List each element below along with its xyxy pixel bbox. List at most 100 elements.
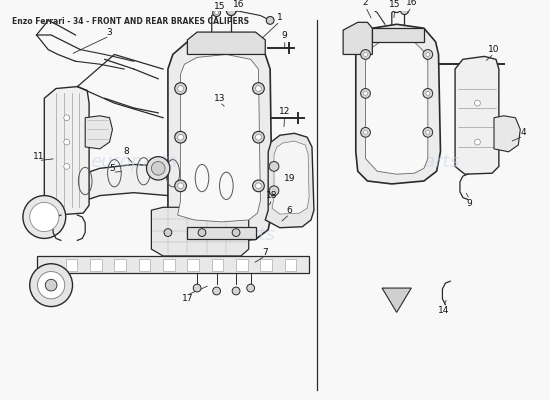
Circle shape [232,287,240,295]
Text: europarts: europarts [90,152,177,170]
Circle shape [256,183,261,189]
Text: 17: 17 [182,294,193,303]
Polygon shape [45,86,89,215]
Circle shape [146,157,170,180]
Text: europarts: europarts [373,152,460,170]
Polygon shape [163,38,272,242]
Polygon shape [178,54,260,222]
Polygon shape [188,227,256,239]
Polygon shape [285,259,296,270]
Circle shape [175,131,186,143]
Text: 9: 9 [282,32,288,40]
Circle shape [178,86,184,92]
Text: 8: 8 [123,147,129,156]
Circle shape [393,5,400,13]
Text: 5: 5 [109,164,116,173]
Text: europarts: europarts [188,226,274,244]
Polygon shape [85,116,112,149]
Circle shape [361,50,370,59]
Circle shape [252,180,265,192]
Polygon shape [36,164,270,230]
Circle shape [64,115,70,121]
Polygon shape [163,259,175,270]
Circle shape [30,202,59,232]
Circle shape [37,272,65,299]
Polygon shape [382,288,411,312]
Circle shape [256,86,261,92]
Text: 13: 13 [214,94,226,103]
Text: 18: 18 [266,191,278,200]
Circle shape [45,279,57,291]
Circle shape [232,229,240,236]
Circle shape [364,130,367,134]
Circle shape [227,6,236,16]
Circle shape [400,7,408,14]
Polygon shape [260,259,272,270]
Text: 15: 15 [389,0,400,9]
Circle shape [423,128,433,137]
Polygon shape [114,259,126,270]
Circle shape [214,11,218,14]
Text: 4: 4 [520,128,526,137]
Circle shape [475,100,480,106]
Polygon shape [265,133,314,228]
Polygon shape [188,259,199,270]
Circle shape [151,162,165,175]
Polygon shape [151,207,249,256]
Circle shape [247,284,255,292]
Text: 1: 1 [277,13,283,22]
Polygon shape [66,259,78,270]
Text: Enzo Ferrari - 34 - FRONT AND REAR BRAKES CALIPERS: Enzo Ferrari - 34 - FRONT AND REAR BRAKE… [12,18,249,26]
Circle shape [30,264,73,306]
Polygon shape [272,141,309,214]
Polygon shape [455,56,499,174]
Text: 10: 10 [488,45,500,54]
Circle shape [364,52,367,56]
Polygon shape [372,28,424,42]
Text: 3: 3 [107,28,112,36]
Circle shape [269,186,279,196]
Polygon shape [36,256,309,274]
Polygon shape [188,32,265,54]
Circle shape [64,164,70,169]
Circle shape [213,9,221,16]
Circle shape [164,229,172,236]
Text: 12: 12 [279,107,290,116]
Text: 19: 19 [284,174,295,182]
Text: 16: 16 [405,0,417,7]
Text: 14: 14 [438,306,449,315]
Text: 9: 9 [467,199,472,208]
Circle shape [426,92,430,95]
Text: 7: 7 [262,248,268,256]
Circle shape [426,130,430,134]
Circle shape [395,7,399,11]
Polygon shape [366,38,428,174]
Text: 2: 2 [362,0,368,7]
Polygon shape [343,22,372,54]
Polygon shape [90,259,102,270]
Circle shape [364,92,367,95]
Circle shape [252,83,265,94]
Circle shape [423,88,433,98]
Polygon shape [356,24,441,184]
Circle shape [256,134,261,140]
Circle shape [252,131,265,143]
Circle shape [175,83,186,94]
Circle shape [64,139,70,145]
Polygon shape [494,116,520,152]
Polygon shape [212,259,223,270]
Circle shape [361,128,370,137]
Circle shape [269,162,279,171]
Circle shape [23,196,66,238]
Text: 16: 16 [233,0,245,9]
Circle shape [426,52,430,56]
Polygon shape [139,259,150,270]
Polygon shape [236,259,248,270]
Circle shape [175,180,186,192]
Circle shape [423,50,433,59]
Circle shape [266,16,274,24]
Circle shape [178,183,184,189]
Circle shape [475,139,480,145]
Text: 11: 11 [33,152,44,161]
Circle shape [213,287,221,295]
